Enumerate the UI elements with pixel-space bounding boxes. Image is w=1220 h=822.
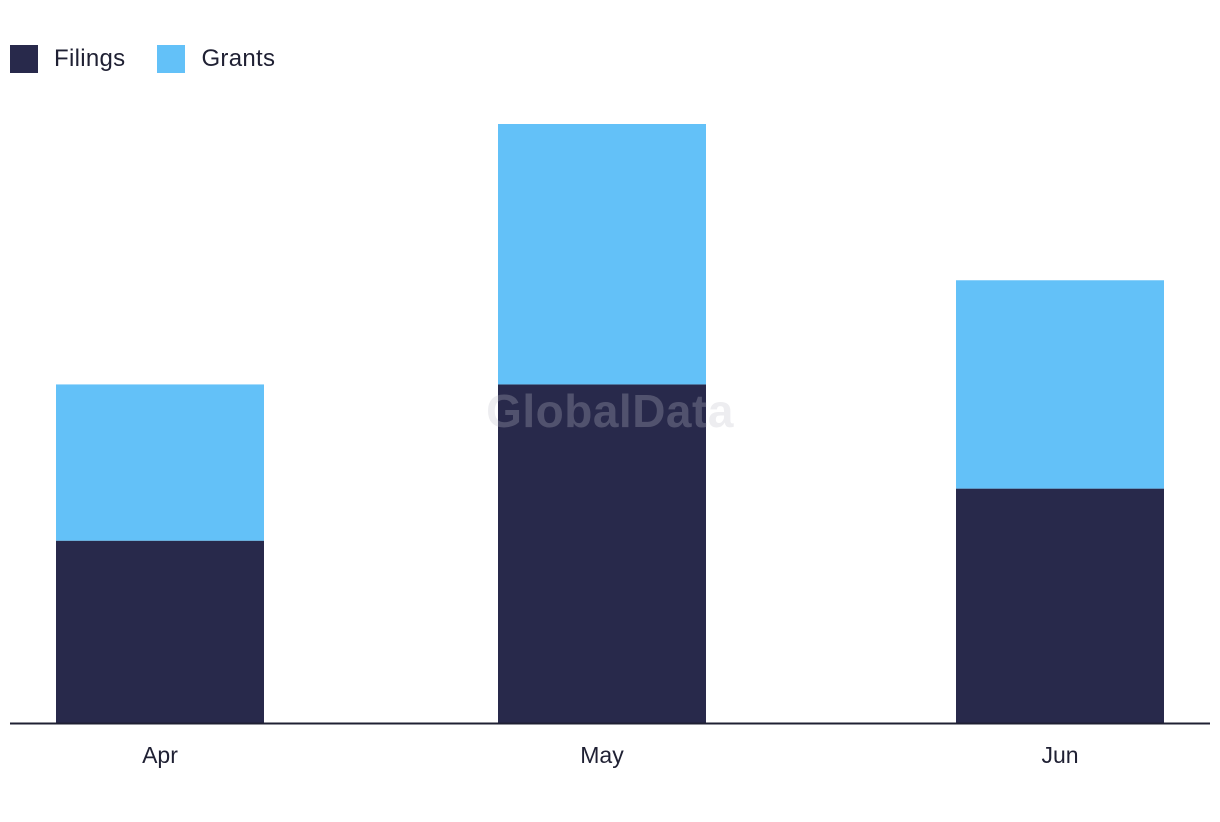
- legend-item-filings[interactable]: Filings: [10, 45, 125, 73]
- legend-label-grants: Grants: [201, 45, 276, 72]
- bar-filings-may[interactable]: [498, 384, 706, 723]
- x-tick-label-jun: Jun: [1041, 742, 1078, 768]
- legend-label-filings: Filings: [54, 45, 126, 72]
- legend-item-grants[interactable]: Grants: [157, 45, 275, 73]
- bars-layer: [56, 124, 1164, 723]
- bar-grants-apr[interactable]: [56, 384, 264, 541]
- x-tick-label-may: May: [580, 742, 624, 768]
- x-tick-labels: Apr May Jun: [142, 742, 1078, 768]
- bar-filings-apr[interactable]: [56, 540, 264, 723]
- bar-grants-jun[interactable]: [956, 280, 1164, 489]
- x-tick-label-apr: Apr: [142, 742, 178, 768]
- bar-grants-may[interactable]: [498, 124, 706, 385]
- chart-legend: Filings Grants: [10, 44, 307, 74]
- legend-swatch-filings: [10, 45, 38, 73]
- legend-swatch-grants: [157, 45, 186, 73]
- bar-filings-jun[interactable]: [956, 488, 1164, 723]
